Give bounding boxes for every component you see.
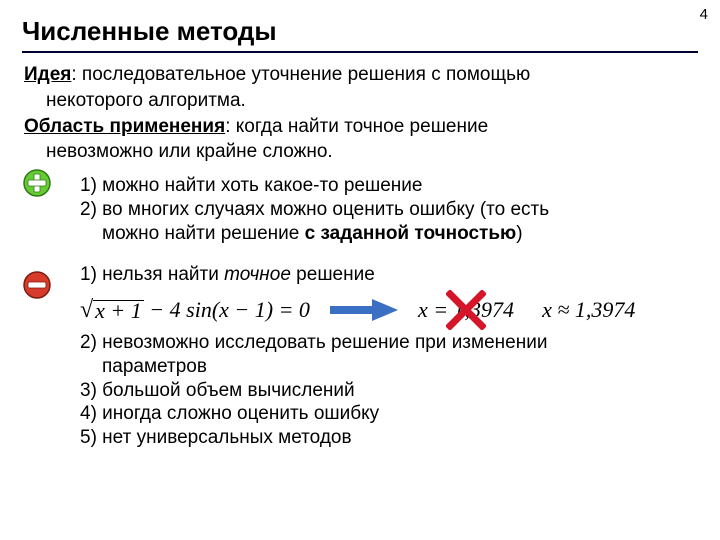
con-5: 5) нет универсальных методов: [80, 426, 698, 450]
scope-label: Область применения: [24, 116, 225, 137]
con-1a: 1) нельзя найти: [80, 264, 224, 285]
idea-line1: Идея: последовательное уточнение решения…: [24, 63, 698, 87]
cons-list-cont: 2) невозможно исследовать решение при из…: [80, 331, 698, 450]
cons-list: 1) нельзя найти точное решение: [80, 263, 698, 287]
title-rule: [22, 51, 698, 53]
page-number: 4: [700, 6, 708, 23]
sqrt-arg: x + 1: [95, 298, 142, 323]
page-title: Численные методы: [22, 16, 698, 47]
con-3: 3) большой объем вычислений: [80, 379, 698, 403]
exact-solution-crossed: x = 1,3974: [418, 297, 514, 323]
formula-lhs: √x + 1 − 4 sin(x − 1) = 0: [80, 297, 310, 323]
con-2: 2) невозможно исследовать решение при из…: [80, 331, 698, 355]
con-1c: решение: [291, 264, 375, 285]
idea-line2: некоторого алгоритма.: [46, 89, 698, 113]
pro-2b: можно найти решение с заданной точностью…: [102, 222, 698, 246]
scope-line2: невозможно или крайне сложно.: [46, 140, 698, 164]
sqrt-icon: √x + 1: [80, 300, 144, 321]
pros-list: 1) можно найти хоть какое-то решение 2) …: [80, 174, 698, 245]
pro-2b-c: ): [516, 223, 522, 244]
idea-label: Идея: [24, 64, 71, 85]
pro-2: 2) во многих случаях можно оценить ошибк…: [80, 198, 698, 222]
con-1: 1) нельзя найти точное решение: [80, 263, 698, 287]
arrow-icon: [328, 297, 400, 323]
plus-icon: [22, 168, 52, 198]
con-4: 4) иногда сложно оценить ошибку: [80, 402, 698, 426]
exact-solution: x = 1,3974: [418, 297, 514, 322]
pro-1: 1) можно найти хоть какое-то решение: [80, 174, 698, 198]
equation-row: √x + 1 − 4 sin(x − 1) = 0 x = 1,3974 x ≈…: [80, 297, 698, 323]
scope-line1: Область применения: когда найти точное р…: [24, 115, 698, 139]
idea-text-1a: : последовательное уточнение решения с п…: [71, 64, 530, 85]
con-1b: точное: [224, 264, 291, 285]
con-2b: параметров: [102, 355, 698, 379]
pro-2b-b: с заданной точностью: [305, 223, 517, 244]
minus-icon: [22, 270, 52, 300]
approx-solution: x ≈ 1,3974: [542, 297, 635, 323]
formula-rest: − 4 sin(x − 1) = 0: [144, 297, 310, 322]
scope-text-2a: : когда найти точное решение: [225, 116, 488, 137]
pro-2b-a: можно найти решение: [102, 223, 305, 244]
